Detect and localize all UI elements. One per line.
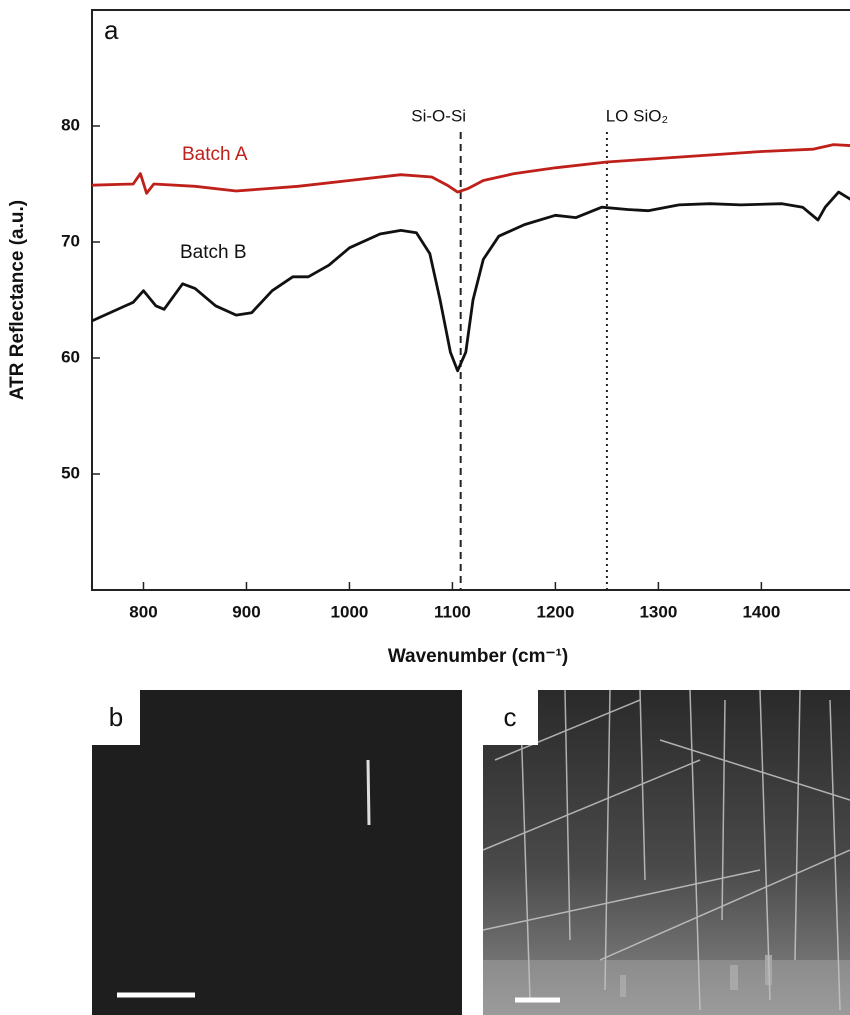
x-tick-label: 1100 — [434, 602, 471, 621]
panel-b: b — [92, 690, 462, 1015]
annotation: LO SiO₂ — [606, 106, 668, 125]
y-axis-label: ATR Reflectance (a.u.) — [7, 200, 28, 400]
y-tick-label: 80 — [61, 115, 80, 134]
x-tick-label: 900 — [232, 602, 260, 621]
x-tick-label: 1000 — [331, 602, 369, 621]
y-tick-label: 70 — [61, 231, 80, 250]
series-line — [91, 143, 850, 195]
label-box — [483, 690, 538, 745]
x-tick-label: 1300 — [639, 602, 677, 621]
x-tick-label: 1400 — [742, 602, 780, 621]
series-label: Batch A — [182, 144, 248, 165]
series-line — [91, 190, 850, 373]
nanowire — [366, 759, 371, 826]
panel-label: c — [504, 702, 517, 732]
micrograph — [92, 690, 462, 1015]
panel-label: b — [109, 702, 123, 732]
series-label: Batch B — [180, 242, 247, 263]
chart: 800 900 1000 1100 1200 1300 1400 50 60 70 80 Wavenu… — [7, 9, 850, 667]
panel-label: a — [104, 15, 119, 45]
micrograph — [483, 690, 850, 1015]
annotation: Si-O-Si — [411, 106, 466, 125]
y-tick-label: 50 — [61, 463, 80, 482]
y-tick-label: 60 — [61, 347, 80, 366]
panel-c: c — [482, 689, 850, 1015]
x-tick-label: 1200 — [537, 602, 575, 621]
substrate — [483, 955, 850, 1015]
x-tick-label: 800 — [129, 602, 157, 621]
x-axis-label: Wavenumber (cm⁻¹) — [388, 646, 568, 667]
axes-frame — [91, 9, 850, 591]
label-box — [92, 690, 140, 745]
